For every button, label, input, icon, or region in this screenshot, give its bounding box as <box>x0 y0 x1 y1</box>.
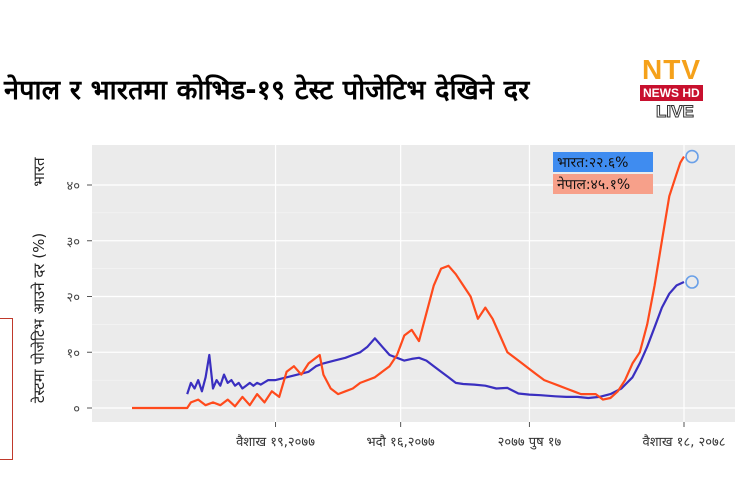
y-tick-label: ४० <box>66 179 80 194</box>
end-marker-india <box>685 275 699 289</box>
side-frame <box>0 318 13 460</box>
logo-sub: NEWS HD <box>640 85 703 101</box>
x-tick-label: २०७७ पुष १७ <box>498 435 562 450</box>
x-tick-label: वैशाख १९,२०७७ <box>236 434 315 450</box>
end-value-labels: भारत:२२.६% नेपाल:४५.१% <box>553 152 653 194</box>
y-tick-label: ३० <box>66 235 80 250</box>
end-markers <box>685 149 699 289</box>
y-axis-label: टेस्टमा पोजेटिभ आउने दर (%) <box>30 233 48 403</box>
end-label-india: भारत:२२.६% <box>557 155 628 171</box>
y-tick-label: २० <box>66 291 80 306</box>
y-tick-label: ० <box>73 402 80 417</box>
page-title: नेपाल र भारतमा कोभिड-१९ टेस्ट पोजेटिभ दे… <box>4 75 530 106</box>
y-axis-label-extra: भारत <box>30 157 48 187</box>
logo-brand: NTV <box>642 54 701 85</box>
x-tick-label: वैशाख १८, २०७८ <box>642 434 725 450</box>
end-label-nepal: नेपाल:४५.१% <box>557 176 630 193</box>
y-tick-label: १० <box>66 346 80 361</box>
end-marker-nepal <box>685 149 699 164</box>
end-label-bg-india <box>553 152 653 172</box>
series-line-india <box>186 281 685 400</box>
series-line-nepal <box>132 156 685 410</box>
y-axis-title-group: टेस्टमा पोजेटिभ आउने दर (%) भारत <box>30 157 48 403</box>
logo-live: LIVE <box>656 102 695 122</box>
x-tick-label: भदौ १६,२०७७ <box>367 434 435 450</box>
ntv-news-logo: NTV NEWS HD LIVE <box>636 54 718 122</box>
series-lines <box>132 156 685 410</box>
x-tick-labels: वैशाख १९,२०७७ भदौ १६,२०७७ २०७७ पुष १७ वैशाख… <box>236 422 726 450</box>
y-tick-labels: ० १० २० ३० ४० <box>66 179 92 417</box>
end-label-bg-nepal <box>553 174 653 194</box>
